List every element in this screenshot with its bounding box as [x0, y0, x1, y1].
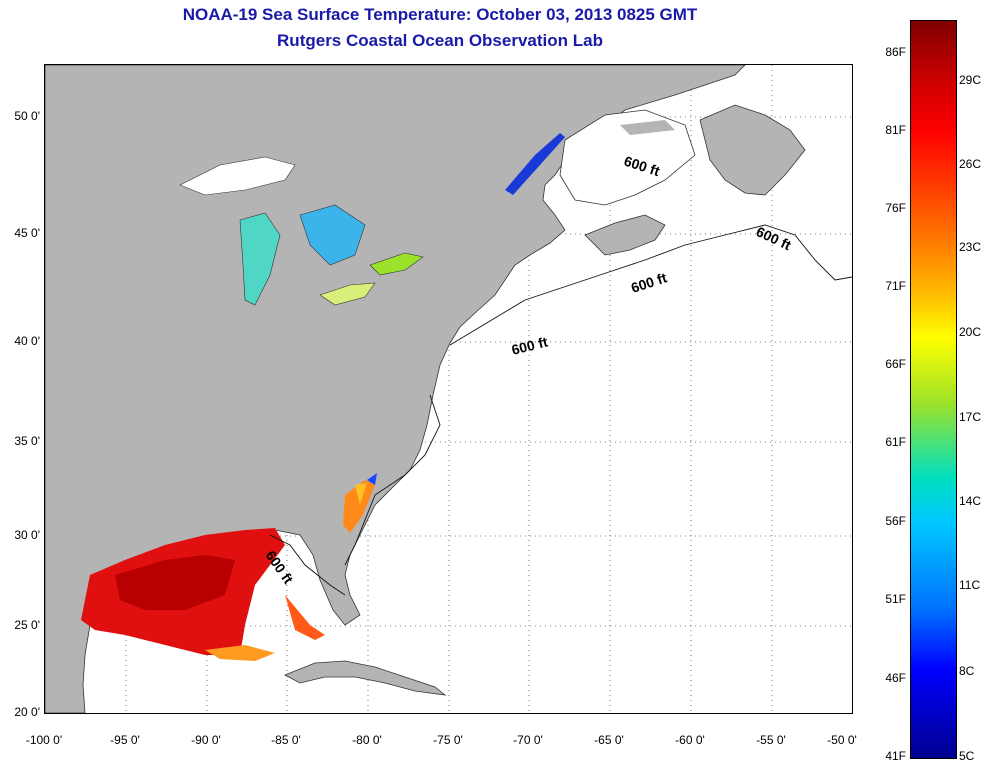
colorbar-fahrenheit-label: 76F: [885, 201, 906, 215]
lon-tick: -95 0': [110, 733, 140, 747]
sst-map[interactable]: 600 ft 600 ft 600 ft 600 ft 600 ft: [44, 64, 853, 714]
lon-tick: -90 0': [191, 733, 221, 747]
great-lakes: [179, 156, 424, 306]
isobath-label: 600 ft: [629, 269, 669, 296]
colorbar-celsius-label: 8C: [959, 664, 975, 678]
lon-tick: -70 0': [513, 733, 543, 747]
lon-tick: -65 0': [594, 733, 624, 747]
colorbar-fahrenheit-label: 81F: [885, 123, 906, 137]
colorbar-fahrenheit-label: 61F: [885, 435, 906, 449]
isobath-600ft: [269, 224, 852, 596]
sst-gulf-of-mexico: [81, 528, 325, 661]
isobath-label: 600 ft: [510, 333, 550, 357]
colorbar-celsius-label: 29C: [959, 73, 982, 87]
colorbar-celsius-label: 11C: [959, 578, 981, 592]
land-nova-scotia: [584, 214, 666, 256]
land-newfoundland: [699, 104, 806, 196]
lat-tick: 40 0': [14, 334, 40, 348]
colorbar-fahrenheit-label: 71F: [885, 279, 906, 293]
lon-tick: -80 0': [352, 733, 382, 747]
temperature-colorbar: [910, 20, 957, 759]
colorbar-fahrenheit-label: 46F: [885, 671, 906, 685]
colorbar-fahrenheit-label: 51F: [885, 592, 906, 606]
colorbar-celsius-label: 23C: [959, 240, 982, 254]
lon-tick: -60 0': [675, 733, 705, 747]
map-title: NOAA-19 Sea Surface Temperature: October…: [182, 5, 698, 24]
land-cuba: [284, 660, 447, 696]
lon-tick: -75 0': [433, 733, 463, 747]
lat-tick: 45 0': [14, 226, 40, 240]
land-anticosti: [620, 120, 675, 135]
lon-tick: -55 0': [756, 733, 786, 747]
lat-tick: 20 0': [14, 705, 40, 719]
lon-tick: -85 0': [271, 733, 301, 747]
st-lawrence-river: [505, 133, 565, 195]
colorbar-fahrenheit-label: 41F: [885, 749, 906, 763]
lat-tick: 30 0': [14, 528, 40, 542]
colorbar-celsius-label: 17C: [959, 410, 982, 424]
gulf-st-lawrence: [559, 109, 696, 206]
lon-tick: -50 0': [827, 733, 857, 747]
map-subtitle: Rutgers Coastal Ocean Observation Lab: [277, 31, 603, 50]
colorbar-celsius-label: 20C: [959, 325, 982, 339]
lat-tick: 25 0': [14, 618, 40, 632]
lon-tick: -100 0': [25, 733, 63, 747]
colorbar-celsius-label: 14C: [959, 494, 982, 508]
colorbar-celsius-label: 26C: [959, 157, 982, 171]
colorbar-fahrenheit-label: 56F: [885, 514, 906, 528]
sst-atlantic-coast: [343, 473, 377, 533]
colorbar-celsius-label: 5C: [959, 749, 975, 763]
lat-tick: 35 0': [14, 434, 40, 448]
lat-tick: 50 0': [14, 109, 40, 123]
colorbar-fahrenheit-label: 86F: [885, 45, 906, 59]
colorbar-fahrenheit-label: 66F: [885, 357, 906, 371]
